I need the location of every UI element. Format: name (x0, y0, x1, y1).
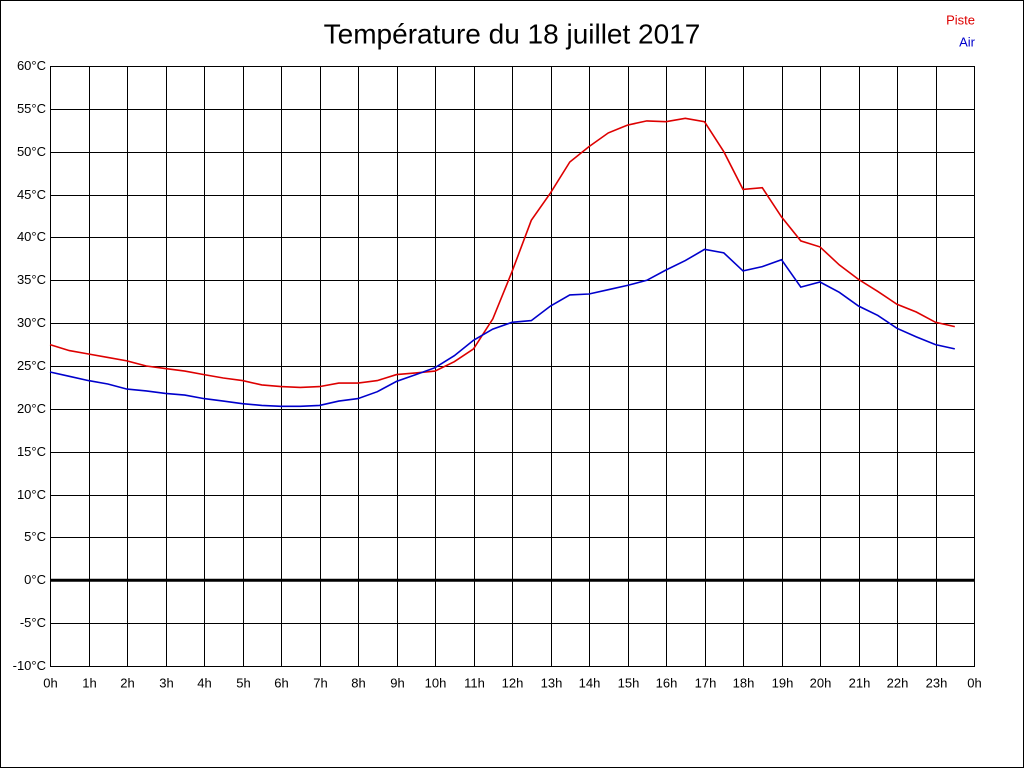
x-tick-label: 7h (313, 675, 327, 690)
y-tick-label: 55°C (17, 101, 46, 116)
line-series (49, 117, 955, 389)
y-tick-label: -5°C (20, 615, 46, 630)
x-tick-label: 23h (926, 675, 948, 690)
y-tick-label: 60°C (17, 58, 46, 73)
x-tick-label: 13h (541, 675, 563, 690)
x-tick-label: 12h (502, 675, 524, 690)
x-tick-label: 3h (159, 675, 173, 690)
y-tick-label: 50°C (17, 144, 46, 159)
x-tick-label: 14h (579, 675, 601, 690)
legend-entry: Piste (946, 12, 975, 27)
x-tick-label: 19h (772, 675, 794, 690)
x-tick-label: 15h (618, 675, 640, 690)
y-tick-label: 35°C (17, 272, 46, 287)
x-tick-label: 9h (390, 675, 404, 690)
x-tick-label: 10h (425, 675, 447, 690)
x-tick-label: 8h (351, 675, 365, 690)
line-series (49, 248, 955, 408)
x-tick-label: 21h (849, 675, 871, 690)
x-tick-label: 18h (733, 675, 755, 690)
x-tick-label: 2h (120, 675, 134, 690)
x-tick-label: 4h (197, 675, 211, 690)
x-tick-label: 0h (43, 675, 57, 690)
x-tick-label: 5h (236, 675, 250, 690)
x-tick-label: 17h (695, 675, 717, 690)
y-tick-label: 25°C (17, 358, 46, 373)
x-tick-label: 20h (810, 675, 832, 690)
y-tick-label: 20°C (17, 401, 46, 416)
y-tick-label: 40°C (17, 229, 46, 244)
y-tick-label: 15°C (17, 444, 46, 459)
x-tick-label: 0h (967, 675, 981, 690)
x-tick-label: 11h (464, 675, 485, 690)
y-tick-label: 0°C (24, 572, 46, 587)
x-tick-label: 6h (274, 675, 288, 690)
x-tick-label: 16h (656, 675, 678, 690)
y-tick-label: 10°C (17, 487, 46, 502)
y-tick-label: 5°C (24, 529, 46, 544)
y-tick-label: -10°C (13, 658, 46, 673)
x-tick-label: 22h (887, 675, 909, 690)
x-tick-label: 1h (82, 675, 96, 690)
y-tick-label: 45°C (17, 187, 46, 202)
legend-entry: Air (959, 34, 976, 49)
y-tick-label: 30°C (17, 315, 46, 330)
chart-title: Température du 18 juillet 2017 (324, 18, 701, 49)
